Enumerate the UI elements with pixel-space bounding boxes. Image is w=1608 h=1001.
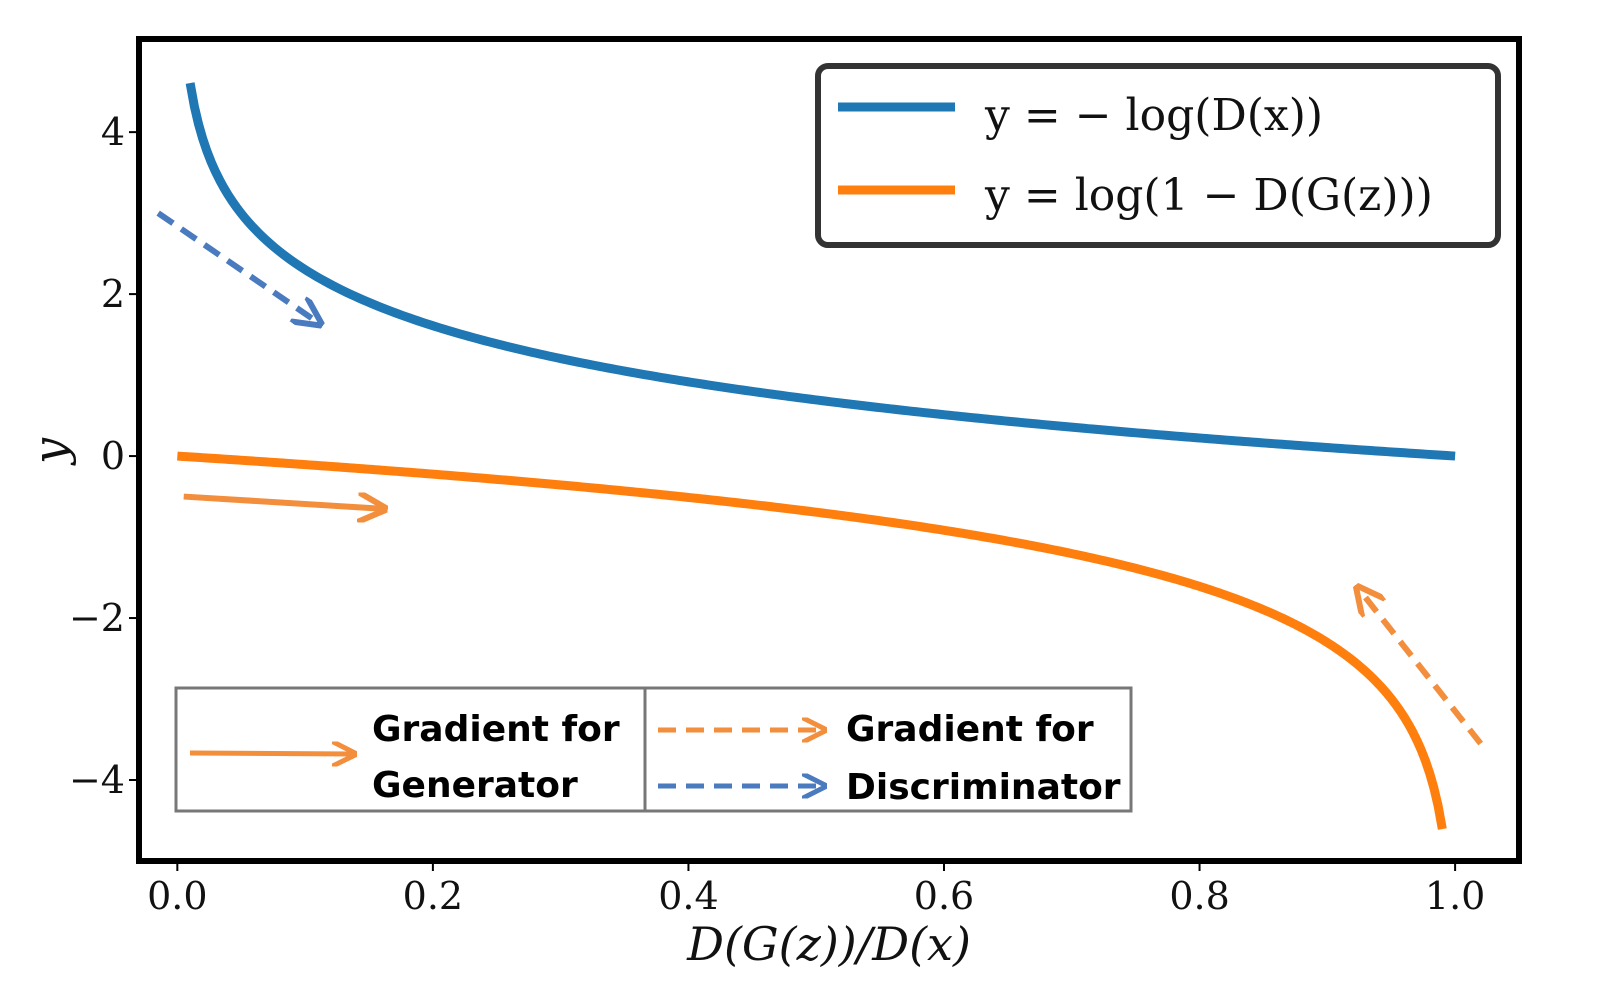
generator-legend-arrow bbox=[189, 753, 352, 754]
legend-label-blue: y = − log(D(x)) bbox=[984, 90, 1323, 141]
x-tick-label: 0.6 bbox=[914, 874, 974, 918]
x-axis-ticks: 0.0 0.2 0.4 0.6 0.8 1.0 bbox=[147, 861, 1485, 918]
discriminator-arrow-top bbox=[156, 210, 318, 322]
gradient-arrows bbox=[156, 210, 1484, 746]
y-tick-label: 2 bbox=[101, 272, 125, 316]
legend-label-orange: y = log(1 − D(G(z))) bbox=[984, 170, 1433, 221]
series-legend-box bbox=[815, 63, 1501, 248]
x-axis-label: D(G(z))/D(x) bbox=[686, 917, 971, 971]
discriminator-legend-line1: Gradient for bbox=[846, 709, 1094, 750]
y-tick-label: 4 bbox=[101, 110, 125, 154]
plot-frame bbox=[136, 36, 1522, 864]
y-axis-ticks: 4 2 0 −2 −4 bbox=[69, 110, 139, 802]
series-line-blue bbox=[185, 82, 1456, 461]
series-layer bbox=[177, 82, 1456, 830]
y-tick-label: −4 bbox=[69, 758, 125, 802]
series-line-orange bbox=[177, 451, 1447, 830]
series-legend: y = − log(D(x)) y = log(1 − D(G(z))) bbox=[815, 63, 1501, 248]
x-tick-label: 1.0 bbox=[1425, 874, 1485, 918]
x-tick-label: 0.8 bbox=[1169, 874, 1229, 918]
y-tick-label: −2 bbox=[69, 596, 125, 640]
gradient-legend: Gradient for Generator Gradient for Disc… bbox=[174, 686, 1133, 813]
x-tick-label: 0.0 bbox=[147, 874, 207, 918]
y-axis-label: y bbox=[23, 437, 77, 466]
generator-legend-line1: Gradient for bbox=[372, 709, 620, 750]
y-tick-label: 0 bbox=[101, 434, 125, 478]
discriminator-arrow-right bbox=[1359, 590, 1484, 746]
x-tick-label: 0.2 bbox=[403, 874, 463, 918]
generator-legend-line2: Generator bbox=[372, 765, 578, 806]
generator-arrow bbox=[183, 497, 382, 509]
x-tick-label: 0.4 bbox=[658, 874, 718, 918]
discriminator-legend-line2: Discriminator bbox=[846, 767, 1121, 808]
